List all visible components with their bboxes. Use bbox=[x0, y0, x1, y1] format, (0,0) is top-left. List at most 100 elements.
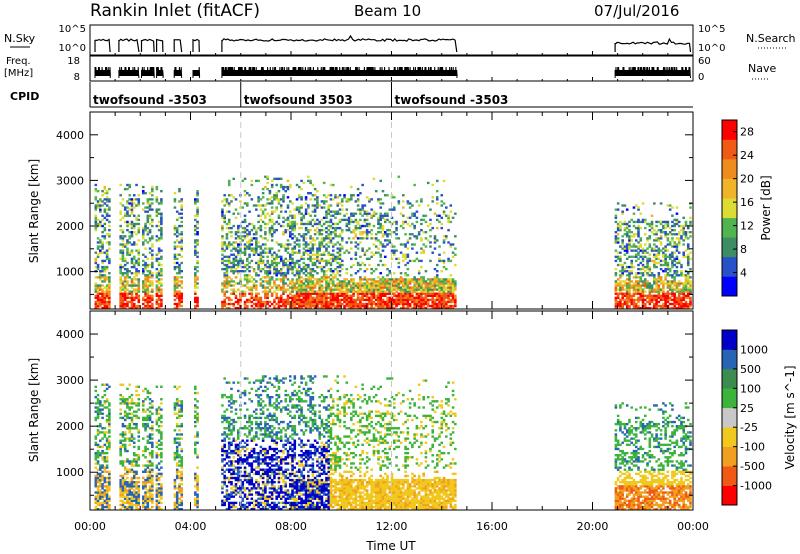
power-cell bbox=[130, 302, 134, 306]
power-cell bbox=[288, 296, 292, 300]
power-cell bbox=[325, 284, 328, 287]
power-cell bbox=[646, 284, 649, 287]
power-cell bbox=[300, 288, 303, 291]
power-cell bbox=[128, 306, 131, 310]
power-cell bbox=[311, 210, 315, 213]
power-cell bbox=[293, 306, 297, 310]
power-cell bbox=[653, 253, 656, 256]
power-cell bbox=[435, 284, 439, 287]
velocity-cell bbox=[99, 404, 102, 407]
power-cell bbox=[268, 288, 272, 291]
power-cell bbox=[300, 284, 303, 287]
power-cell bbox=[160, 255, 163, 258]
velocity-cell bbox=[108, 505, 111, 509]
power-cell bbox=[148, 294, 152, 297]
power-cell bbox=[356, 261, 360, 265]
velocity-cell bbox=[101, 383, 104, 386]
power-cell bbox=[406, 300, 410, 304]
power-cell bbox=[130, 243, 134, 246]
power-cell bbox=[105, 214, 109, 217]
velocity-cell bbox=[96, 491, 100, 494]
power-cell bbox=[101, 189, 104, 193]
power-cell bbox=[230, 261, 233, 265]
power-cell bbox=[682, 243, 686, 246]
power-cell bbox=[266, 259, 269, 263]
power-cell bbox=[451, 286, 455, 289]
velocity-cell bbox=[96, 507, 100, 511]
power-cell bbox=[279, 294, 283, 297]
velocity-cell bbox=[130, 462, 134, 465]
power-cell bbox=[151, 235, 154, 238]
velocity-cell bbox=[103, 443, 107, 447]
power-cell bbox=[234, 233, 238, 236]
power-cell bbox=[126, 224, 129, 228]
power-cell bbox=[311, 263, 315, 267]
power-cell bbox=[137, 253, 141, 256]
velocity-cell bbox=[123, 398, 127, 401]
power-cell bbox=[388, 298, 392, 302]
power-cell bbox=[680, 298, 683, 302]
power-cell bbox=[322, 306, 326, 310]
power-cell bbox=[178, 284, 181, 287]
power-cell bbox=[155, 306, 159, 310]
power-cell bbox=[261, 276, 265, 279]
power-cell bbox=[361, 296, 364, 300]
velocity-cell bbox=[94, 462, 98, 465]
power-cell bbox=[628, 288, 631, 291]
power-cell bbox=[101, 292, 104, 295]
power-cell bbox=[383, 245, 387, 248]
power-cell bbox=[327, 261, 330, 265]
power-cell bbox=[386, 284, 389, 287]
power-cell bbox=[648, 228, 652, 232]
power-cell bbox=[252, 284, 256, 287]
power-cell bbox=[291, 224, 294, 228]
power-cell bbox=[302, 300, 306, 304]
power-cell bbox=[689, 222, 692, 226]
power-cell bbox=[155, 300, 159, 304]
power-cell bbox=[241, 259, 245, 263]
power-cell bbox=[673, 228, 676, 232]
power-cell bbox=[320, 241, 324, 244]
power-cell bbox=[682, 298, 686, 302]
power-cell bbox=[438, 286, 441, 289]
power-cell bbox=[268, 276, 272, 279]
power-cell bbox=[157, 294, 161, 297]
power-cell bbox=[374, 212, 378, 215]
power-cell bbox=[273, 290, 276, 293]
power-cell bbox=[94, 222, 98, 226]
power-cell bbox=[160, 222, 163, 226]
power-cell bbox=[334, 243, 337, 246]
power-cell bbox=[415, 278, 419, 281]
velocity-cell bbox=[101, 456, 104, 459]
power-cell bbox=[309, 300, 312, 304]
power-cell bbox=[318, 302, 321, 306]
power-cell bbox=[368, 288, 371, 291]
power-cell bbox=[101, 224, 104, 228]
power-cell bbox=[406, 278, 410, 281]
power-cell bbox=[365, 284, 369, 287]
power-cell bbox=[442, 292, 446, 295]
power-cell bbox=[417, 284, 421, 287]
power-cell bbox=[291, 265, 294, 269]
power-cell bbox=[302, 237, 306, 240]
power-cell bbox=[266, 272, 269, 275]
power-cell bbox=[338, 249, 342, 252]
power-cell bbox=[420, 304, 423, 308]
power-cell bbox=[684, 288, 688, 291]
power-cell bbox=[666, 284, 670, 287]
power-cell bbox=[173, 280, 177, 283]
power-cell bbox=[644, 255, 647, 258]
power-cell bbox=[221, 282, 224, 285]
power-cell bbox=[637, 292, 640, 295]
power-cell bbox=[404, 280, 407, 283]
power-cell bbox=[264, 185, 267, 189]
power-cell bbox=[431, 304, 435, 308]
power-cell bbox=[614, 304, 618, 308]
power-cell bbox=[279, 204, 283, 207]
power-cell bbox=[327, 212, 330, 215]
power-cell bbox=[320, 304, 324, 308]
power-cell bbox=[144, 294, 147, 297]
power-cell bbox=[320, 237, 324, 240]
power-cell bbox=[286, 228, 290, 232]
power-cell bbox=[304, 270, 308, 273]
